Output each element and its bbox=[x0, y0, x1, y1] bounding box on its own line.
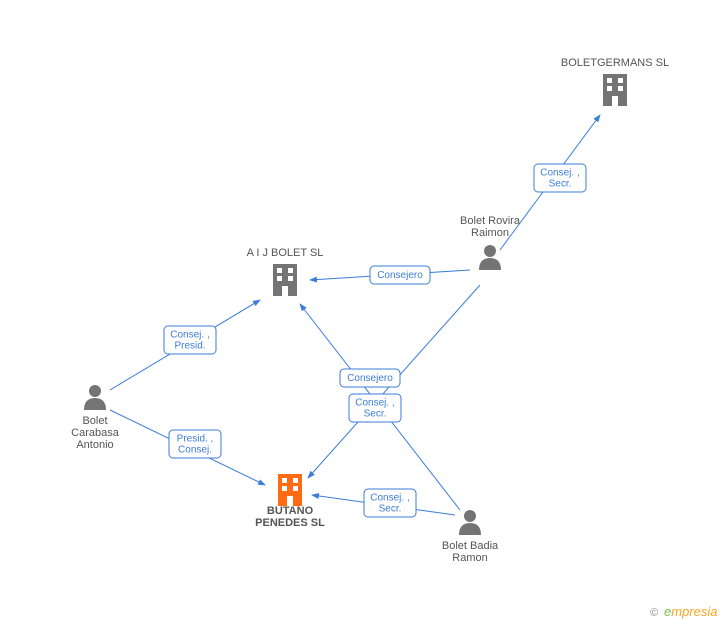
svg-text:Consejero: Consejero bbox=[377, 270, 423, 281]
person-icon bbox=[479, 245, 501, 270]
edge-badges-layer: Consej. ,Presid. Presid. ,Consej. Consejer… bbox=[164, 164, 586, 517]
node-label: BoletCarabasaAntonio bbox=[71, 415, 120, 451]
node-boletgermans: BOLETGERMANS SL bbox=[561, 57, 669, 106]
node-label: Bolet BadiaRamon bbox=[442, 540, 499, 564]
copyright-symbol: © bbox=[650, 607, 658, 619]
node-label: Bolet RoviraRaimon bbox=[460, 215, 521, 239]
edge-badge-carabasa-butano: Presid. ,Consej. bbox=[169, 430, 221, 458]
brand-rest: mpresia bbox=[671, 604, 717, 619]
building-icon bbox=[278, 474, 302, 506]
edge-badge-badia-butano: Consej. ,Secr. bbox=[364, 489, 416, 517]
svg-text:Consej. ,Presid.: Consej. ,Presid. bbox=[170, 330, 209, 352]
edge-badge-rovira-butano: Consej. ,Secr. bbox=[349, 394, 401, 422]
svg-text:Consejero: Consejero bbox=[347, 373, 393, 384]
building-icon bbox=[603, 74, 627, 106]
svg-text:Presid. ,Consej.: Presid. ,Consej. bbox=[177, 434, 214, 456]
node-aij: A I J BOLET SL bbox=[247, 247, 324, 296]
person-icon bbox=[84, 385, 106, 410]
brand-first-letter: e bbox=[664, 604, 671, 619]
svg-text:empresia: empresia bbox=[664, 604, 717, 619]
nodes-layer: BoletCarabasaAntonio Bolet RoviraRaimon Bo… bbox=[71, 57, 669, 564]
node-label: A I J BOLET SL bbox=[247, 247, 324, 259]
node-carabasa: BoletCarabasaAntonio bbox=[71, 385, 120, 451]
footer: © empresia bbox=[650, 604, 717, 619]
building-icon bbox=[273, 264, 297, 296]
edge-badge-badia-aij: Consejero bbox=[340, 369, 400, 387]
edge-badge-rovira-aij: Consejero bbox=[370, 266, 430, 284]
edge-badge-rovira-boletgermans: Consej. ,Secr. bbox=[534, 164, 586, 192]
node-rovira: Bolet RoviraRaimon bbox=[460, 215, 521, 270]
edge-badge-carabasa-aij: Consej. ,Presid. bbox=[164, 326, 216, 354]
node-label: BOLETGERMANS SL bbox=[561, 57, 669, 69]
node-badia: Bolet BadiaRamon bbox=[442, 510, 499, 564]
node-butano: BUTANOPENEDES SL bbox=[255, 474, 325, 529]
person-icon bbox=[459, 510, 481, 535]
node-label: BUTANOPENEDES SL bbox=[255, 505, 325, 529]
